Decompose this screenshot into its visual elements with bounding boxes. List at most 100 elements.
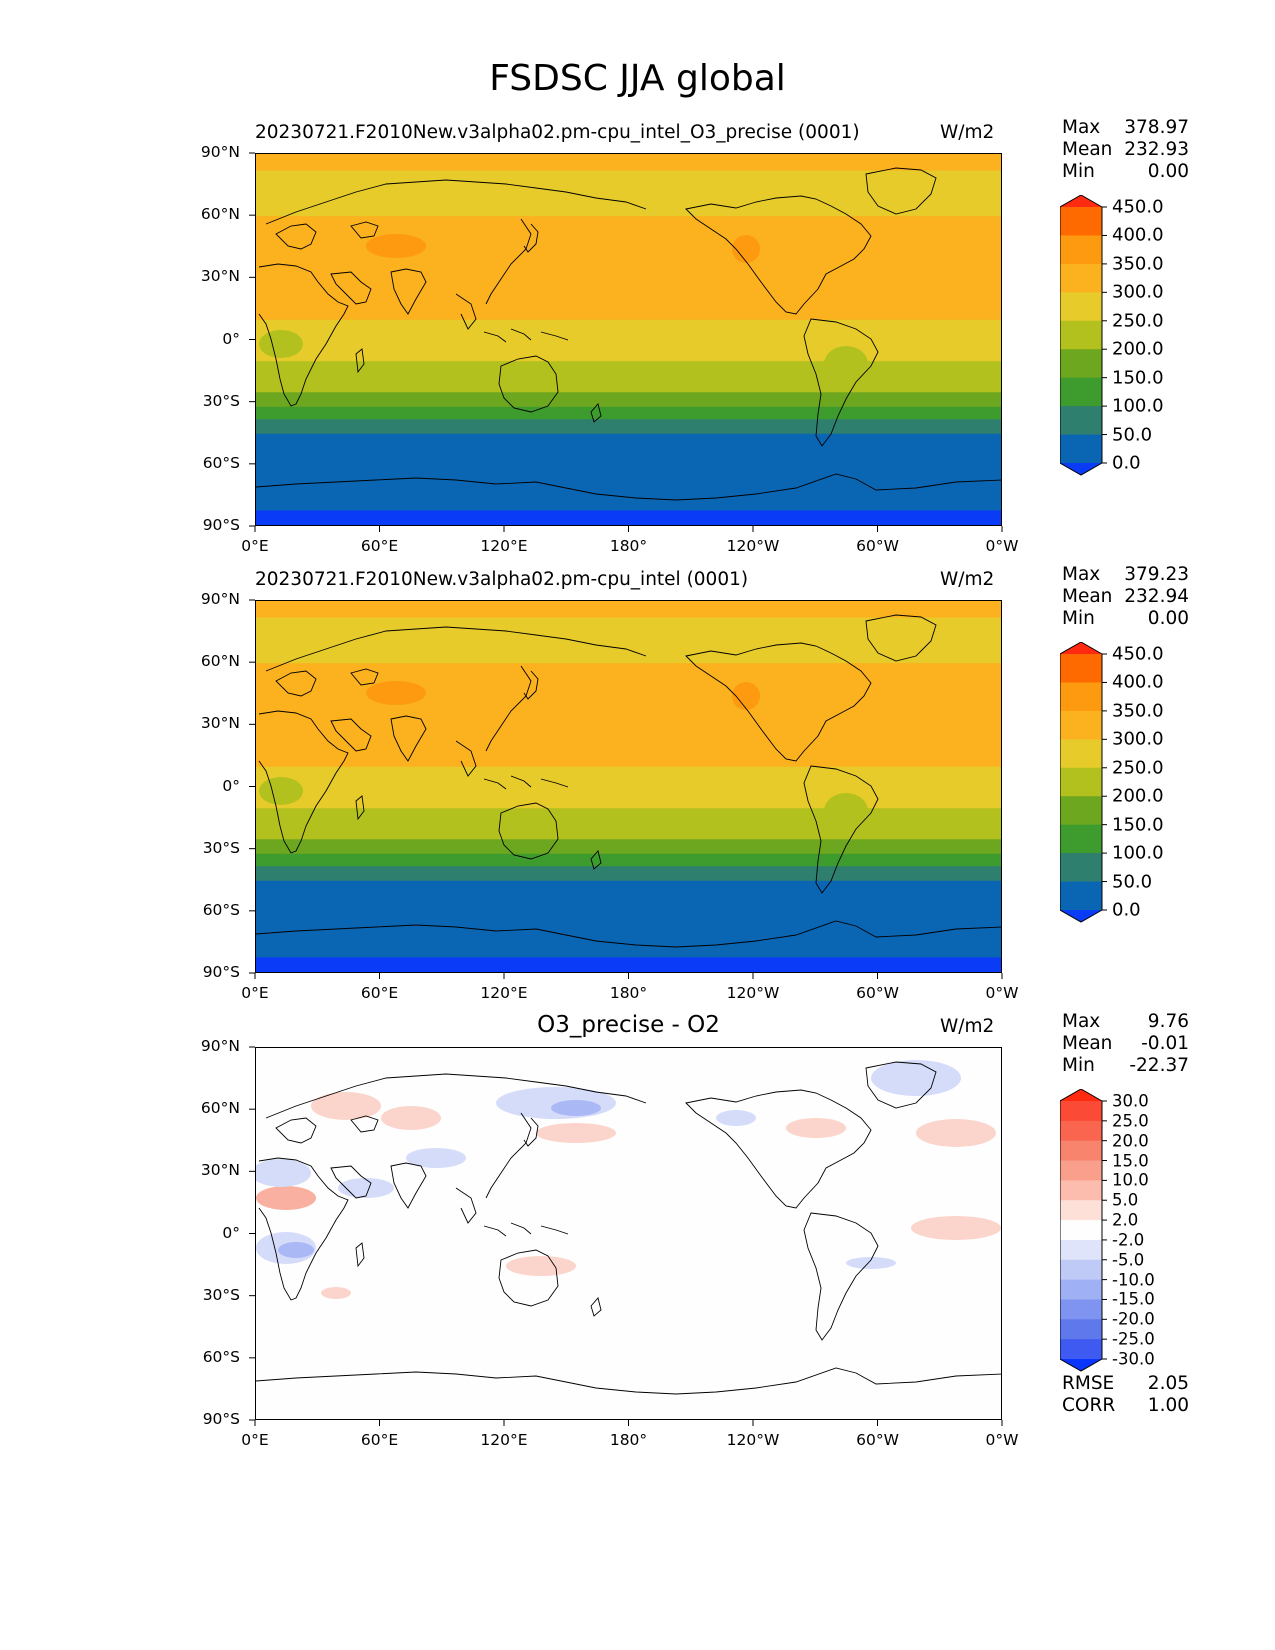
contour-band-250-300 xyxy=(256,617,1001,664)
colorbar-tick-label: 250.0 xyxy=(1112,757,1164,779)
contour-band-300-350 xyxy=(256,663,1001,768)
longitude-label: 120°W xyxy=(726,984,780,1002)
latitude-label: 60°N xyxy=(200,652,240,671)
longitude-label: 120°E xyxy=(480,984,528,1002)
colorbar-tick-label: 50.0 xyxy=(1112,424,1153,446)
coastline xyxy=(390,715,427,762)
difference-anomaly xyxy=(321,1287,351,1299)
colorbar-segment xyxy=(1060,349,1102,379)
colorbar-segment xyxy=(1060,1140,1102,1162)
coastline xyxy=(803,1212,879,1341)
stat-value: -0.01 xyxy=(1141,1033,1189,1054)
map-panel: O3_precise - O2 W/m2 90°N 60°N 30°N 0° 30°S 60°… xyxy=(0,894,1275,1449)
coastline xyxy=(865,614,937,662)
stat-value: 379.23 xyxy=(1124,564,1189,585)
colorbar-tick-label: -15.0 xyxy=(1112,1289,1155,1309)
coastline xyxy=(523,670,539,700)
longitude-label: 180° xyxy=(609,537,648,555)
colorbar-tick-label: 10.0 xyxy=(1112,1170,1149,1190)
high-irradiance-region xyxy=(732,235,760,263)
coastline xyxy=(685,195,872,315)
stat-value: 9.76 xyxy=(1147,1011,1189,1032)
colorbar-extend-min xyxy=(1060,1359,1102,1371)
colorbar-segment xyxy=(1060,434,1102,464)
coastline xyxy=(510,328,532,341)
map-field xyxy=(256,154,1001,525)
colorbar-segment xyxy=(1060,796,1102,826)
colorbar-tick-label: 5.0 xyxy=(1112,1190,1139,1210)
contour-band-300-350 xyxy=(256,601,1001,619)
coastline xyxy=(350,1115,379,1133)
colorbar-segment xyxy=(1060,1299,1102,1320)
coastline xyxy=(485,1112,532,1199)
axis-ticks xyxy=(249,599,1003,979)
colorbar-segment xyxy=(1060,853,1102,883)
coastline xyxy=(803,765,879,894)
colorbar-tick-label: 100.0 xyxy=(1112,842,1164,864)
colorbar-tick-label: 450.0 xyxy=(1112,196,1164,218)
longitude-label: 60°E xyxy=(360,1431,399,1449)
coastline xyxy=(498,355,559,413)
colorbar xyxy=(1060,195,1107,476)
coastline xyxy=(485,665,532,752)
map-plot-area xyxy=(255,1047,1002,1420)
colorbar-extend-max xyxy=(1060,642,1102,654)
colorbar-segment xyxy=(1060,824,1102,854)
axis-ticks xyxy=(249,152,1003,532)
contour-band-150-200 xyxy=(256,839,1001,855)
coastline xyxy=(590,1297,602,1317)
colorbar-tick-label: -30.0 xyxy=(1112,1349,1155,1369)
coastline xyxy=(540,778,569,788)
panel-units: W/m2 xyxy=(940,122,995,143)
latitude-label: 90°S xyxy=(202,516,240,534)
stat-label: Max xyxy=(1062,117,1101,138)
colorbar-extend-min xyxy=(1060,463,1102,475)
colorbar-extend-max xyxy=(1060,1089,1102,1101)
latitude-label: 60°N xyxy=(200,205,240,224)
high-irradiance-region xyxy=(366,234,426,258)
difference-anomaly xyxy=(278,1242,314,1258)
map-panel: 20230721.F2010New.v3alpha02.pm-cpu_intel… xyxy=(0,447,1275,1002)
panel-units: W/m2 xyxy=(940,1016,995,1037)
low-irradiance-region xyxy=(824,793,868,829)
longitude-label: 120°W xyxy=(726,537,780,555)
colorbar-segment xyxy=(1060,1180,1102,1201)
latitude-label: 30°N xyxy=(200,1161,240,1180)
colorbar xyxy=(1060,1089,1107,1372)
colorbar-tick-label: 400.0 xyxy=(1112,671,1164,693)
coastline xyxy=(258,710,349,854)
stat-label: Mean xyxy=(1062,139,1113,160)
colorbar-segment xyxy=(1060,739,1102,769)
colorbar-tick-label: 100.0 xyxy=(1112,395,1164,417)
colorbar-segment xyxy=(1060,1239,1102,1261)
latitude-label: 60°S xyxy=(202,453,240,472)
coastline xyxy=(265,1073,647,1119)
difference-anomaly xyxy=(846,1257,896,1269)
latitude-label: 30°S xyxy=(202,1285,240,1304)
latitude-label: 60°S xyxy=(202,900,240,919)
colorbar-tick-label: 0.0 xyxy=(1112,452,1141,474)
longitude-label: 0°W xyxy=(985,984,1019,1002)
colorbar-tick-label: -2.0 xyxy=(1112,1230,1145,1250)
coastline xyxy=(350,221,379,239)
latitude-label: 60°N xyxy=(200,1099,240,1118)
coastline xyxy=(330,718,372,752)
difference-anomaly xyxy=(871,1060,961,1096)
stat-label: Mean xyxy=(1062,586,1113,607)
longitude-label: 120°E xyxy=(480,537,528,555)
difference-anomaly xyxy=(381,1106,441,1130)
coastline xyxy=(523,1117,539,1147)
coastline xyxy=(523,223,539,253)
low-irradiance-region xyxy=(824,346,868,382)
contour-band-150-200 xyxy=(256,392,1001,408)
coastline xyxy=(265,179,647,225)
coastline xyxy=(258,1157,349,1301)
contour-band-50-100 xyxy=(256,419,1001,435)
coastline xyxy=(390,268,427,315)
contour-band-100-150 xyxy=(256,406,1001,420)
colorbar-segment xyxy=(1060,1220,1102,1241)
contour-band-lt0 xyxy=(256,957,1001,972)
colorbar-tick-label: -10.0 xyxy=(1112,1270,1155,1290)
coastline xyxy=(865,1061,937,1109)
contour-band-300-350 xyxy=(256,216,1001,321)
